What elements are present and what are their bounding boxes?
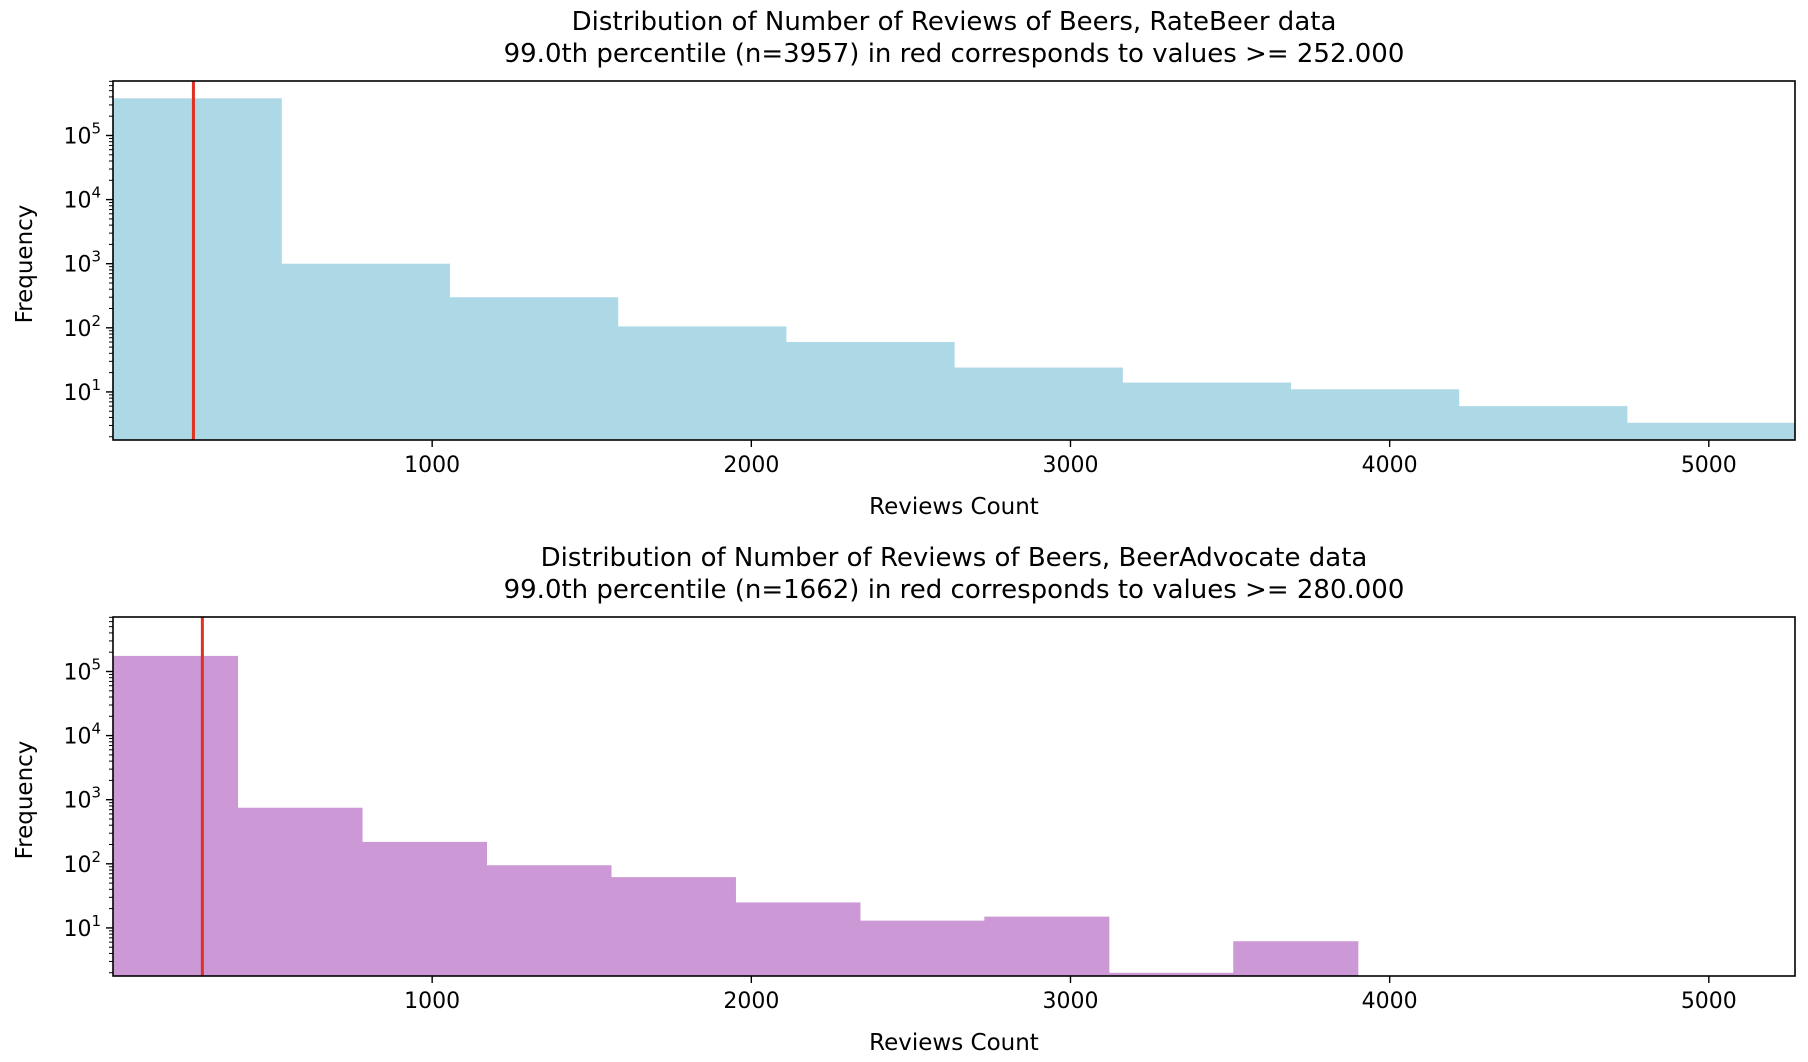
histogram-bar	[1626, 422, 1796, 440]
histogram-bar	[237, 807, 363, 976]
histogram-bar	[859, 920, 985, 976]
y-tick-label: 104	[63, 720, 101, 750]
histogram-bar	[1108, 972, 1234, 976]
histogram-bars	[113, 98, 1796, 440]
y-tick-label: 105	[63, 119, 101, 149]
histogram-bar	[617, 326, 787, 440]
y-tick-label: 103	[63, 248, 101, 278]
histogram-bar	[1290, 389, 1460, 440]
y-tick-label: 103	[63, 784, 101, 814]
histogram-bar	[984, 916, 1110, 976]
histogram-bar	[735, 902, 861, 976]
histogram-bar	[610, 877, 736, 976]
chart-subtitle: 99.0th percentile (n=3957) in red corres…	[504, 39, 1405, 69]
x-tick-label: 2000	[723, 453, 779, 478]
y-tick-label: 102	[63, 848, 101, 878]
x-tick-label: 1000	[404, 989, 460, 1014]
x-tick-label: 5000	[1681, 453, 1737, 478]
x-tick-label: 5000	[1681, 989, 1737, 1014]
y-axis-label: Frequency	[12, 741, 38, 860]
y-minor-ticks	[109, 80, 113, 438]
chart-title: Distribution of Number of Reviews of Bee…	[572, 7, 1337, 37]
ratebeer-histogram-panel: Distribution of Number of Reviews of Bee…	[12, 7, 1796, 520]
histogram-bar	[113, 98, 282, 440]
histogram-bar	[449, 297, 619, 440]
chart-subtitle: 99.0th percentile (n=1662) in red corres…	[504, 575, 1405, 605]
histogram-bars	[113, 655, 1359, 976]
y-tick-label: 104	[63, 184, 101, 214]
x-axis-label: Reviews Count	[869, 1030, 1039, 1056]
y-tick-label: 101	[63, 912, 101, 942]
x-tick-label: 3000	[1042, 453, 1098, 478]
x-tick-label: 1000	[404, 453, 460, 478]
y-minor-ticks	[109, 616, 113, 974]
x-tick-label: 2000	[723, 989, 779, 1014]
y-tick-label: 105	[63, 655, 101, 685]
histogram-bar	[1233, 941, 1359, 976]
x-tick-label: 4000	[1362, 989, 1418, 1014]
histogram-bar	[361, 841, 488, 976]
histogram-bar	[113, 655, 239, 976]
plot-frame	[112, 616, 1796, 977]
y-tick-label: 102	[63, 312, 101, 342]
x-axis-label: Reviews Count	[869, 494, 1039, 520]
histogram-bar	[1458, 406, 1628, 440]
histogram-bar	[1122, 382, 1291, 440]
x-tick-label: 4000	[1362, 453, 1418, 478]
chart-title: Distribution of Number of Reviews of Bee…	[541, 543, 1368, 573]
x-tick-label: 3000	[1042, 989, 1098, 1014]
histogram-bar	[486, 865, 612, 976]
y-axis-label: Frequency	[12, 205, 38, 324]
histogram-bar	[785, 342, 955, 440]
histogram-bar	[954, 367, 1123, 440]
plot-frame	[112, 80, 1796, 441]
y-tick-label: 101	[63, 376, 101, 406]
histogram-bar	[281, 263, 450, 440]
beeradvocate-histogram-panel: Distribution of Number of Reviews of Bee…	[12, 543, 1796, 1056]
